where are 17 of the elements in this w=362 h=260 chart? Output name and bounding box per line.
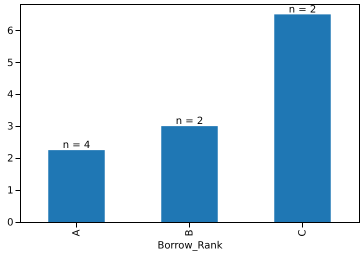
y-tick-label: 6 [7, 26, 14, 37]
y-tick-label: 4 [7, 90, 14, 101]
y-tick-label: 2 [7, 154, 14, 165]
x-tick-label: C [298, 229, 308, 236]
x-axis-title: Borrow_Rank [157, 240, 223, 252]
x-tick-label: B [184, 229, 196, 236]
annotation: n = 4 [62, 140, 90, 152]
y-tick-label: 0 [7, 218, 14, 228]
y-tick-label: 1 [7, 186, 14, 197]
y-tick-label: 3 [7, 122, 14, 133]
bar [161, 126, 218, 222]
annotation: n = 2 [288, 4, 316, 16]
y-tick-label: 5 [7, 58, 14, 69]
bar [274, 14, 331, 222]
bar [48, 150, 105, 222]
x-tick-label: A [72, 229, 82, 236]
annotation: n = 2 [176, 116, 204, 128]
